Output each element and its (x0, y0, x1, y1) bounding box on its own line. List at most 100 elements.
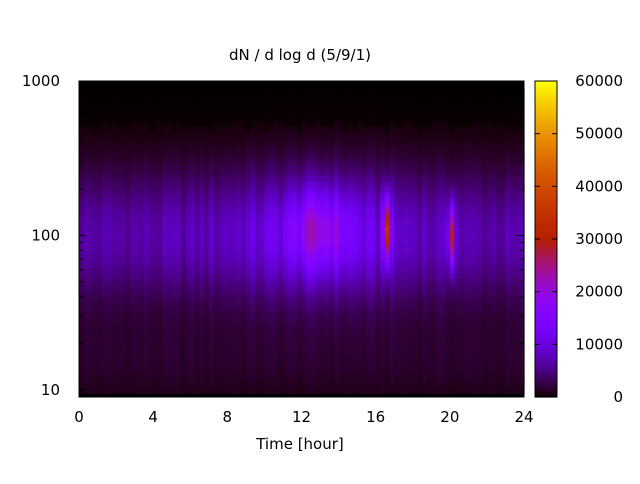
heatmap-cell (306, 191, 312, 198)
heatmap-cell (213, 169, 219, 176)
heatmap-cell (347, 208, 354, 215)
heatmap-cell (79, 208, 85, 215)
heatmap-cell (97, 306, 103, 313)
heatmap-cell (278, 300, 284, 307)
heatmap-cell (292, 137, 298, 144)
heatmap-cell (167, 175, 173, 182)
heatmap-cell (236, 180, 242, 187)
heatmap-cell (333, 355, 340, 362)
heatmap-cell (306, 131, 312, 138)
heatmap-cell (120, 218, 126, 225)
heatmap-cell (408, 267, 414, 275)
heatmap-cell (445, 300, 451, 307)
heatmap-cell (431, 240, 437, 247)
heatmap-cell (208, 240, 215, 247)
heatmap-cell (102, 267, 108, 275)
heatmap-cell (125, 229, 131, 236)
heatmap-cell (482, 197, 488, 204)
heatmap-cell (204, 360, 210, 367)
heatmap-cell (88, 273, 94, 280)
heatmap-cell (463, 382, 469, 389)
heatmap-cell (463, 218, 469, 225)
heatmap-cell (477, 131, 483, 138)
heatmap-cell (185, 327, 191, 334)
heatmap-cell (306, 377, 312, 384)
heatmap-cell (241, 197, 247, 204)
heatmap-cell (92, 191, 99, 198)
heatmap-cell (111, 251, 117, 258)
heatmap-cell (83, 327, 89, 334)
heatmap-cell (148, 306, 154, 313)
heatmap-cell (357, 153, 363, 160)
heatmap-cell (236, 322, 242, 329)
heatmap-cell (408, 371, 414, 378)
heatmap-cell (190, 202, 196, 209)
heatmap-cell (231, 278, 238, 285)
heatmap-cell (88, 191, 94, 198)
heatmap-cell (408, 109, 414, 116)
heatmap-cell (315, 202, 321, 209)
heatmap-cell (231, 235, 238, 242)
heatmap-cell (292, 148, 298, 155)
heatmap-cell (231, 387, 238, 394)
heatmap-cell (255, 366, 261, 373)
heatmap-cell (231, 153, 238, 160)
heatmap-cell (185, 377, 191, 384)
heatmap-cell (236, 202, 242, 209)
heatmap-cell (111, 191, 117, 198)
heatmap-cell (482, 377, 488, 384)
heatmap-cell (338, 246, 344, 253)
heatmap-cell (180, 202, 187, 209)
heatmap-cell (310, 148, 317, 155)
heatmap-cell (88, 278, 94, 285)
heatmap-cell (227, 175, 233, 182)
heatmap-cell (106, 306, 113, 313)
heatmap-cell (412, 88, 418, 95)
heatmap-cell (384, 186, 391, 193)
heatmap-cell (403, 251, 409, 258)
heatmap-cell (222, 120, 228, 127)
heatmap-cell (315, 267, 321, 275)
heatmap-cell (278, 360, 284, 367)
heatmap-cell (380, 164, 386, 171)
heatmap-cell (468, 131, 474, 138)
heatmap-cell (408, 208, 414, 215)
heatmap-cell (180, 142, 187, 149)
heatmap-cell (111, 175, 117, 182)
heatmap-cell (412, 148, 418, 155)
heatmap-cell (384, 88, 391, 95)
heatmap-cell (269, 169, 275, 176)
heatmap-cell (143, 267, 150, 275)
heatmap-cell (176, 148, 182, 155)
heatmap-cell (473, 284, 479, 291)
heatmap-cell (408, 191, 414, 198)
heatmap-cell (301, 344, 307, 351)
heatmap-cell (426, 115, 432, 122)
heatmap-cell (218, 126, 224, 133)
heatmap-cell (199, 109, 205, 116)
heatmap-cell (361, 284, 367, 291)
heatmap-cell (227, 246, 233, 253)
heatmap-cell (111, 327, 117, 334)
heatmap-cell (315, 98, 321, 106)
heatmap-cell (426, 246, 432, 253)
heatmap-cell (236, 93, 242, 100)
heatmap-cell (167, 262, 173, 269)
heatmap-cell (352, 284, 358, 291)
heatmap-cell (338, 240, 344, 247)
heatmap-cell (241, 366, 247, 373)
heatmap-cell (306, 93, 312, 100)
heatmap-cell (310, 311, 317, 318)
heatmap-cell (422, 382, 428, 389)
heatmap-cell (361, 377, 367, 384)
heatmap-cell (79, 213, 85, 220)
heatmap-cell (380, 278, 386, 285)
heatmap-cell (125, 218, 131, 225)
heatmap-cell (83, 197, 89, 204)
heatmap-cell (245, 164, 252, 171)
heatmap-cell (92, 158, 99, 165)
heatmap-cell (97, 355, 103, 362)
heatmap-cell (171, 175, 177, 182)
heatmap-cell (357, 338, 363, 345)
heatmap-cell (301, 175, 307, 182)
